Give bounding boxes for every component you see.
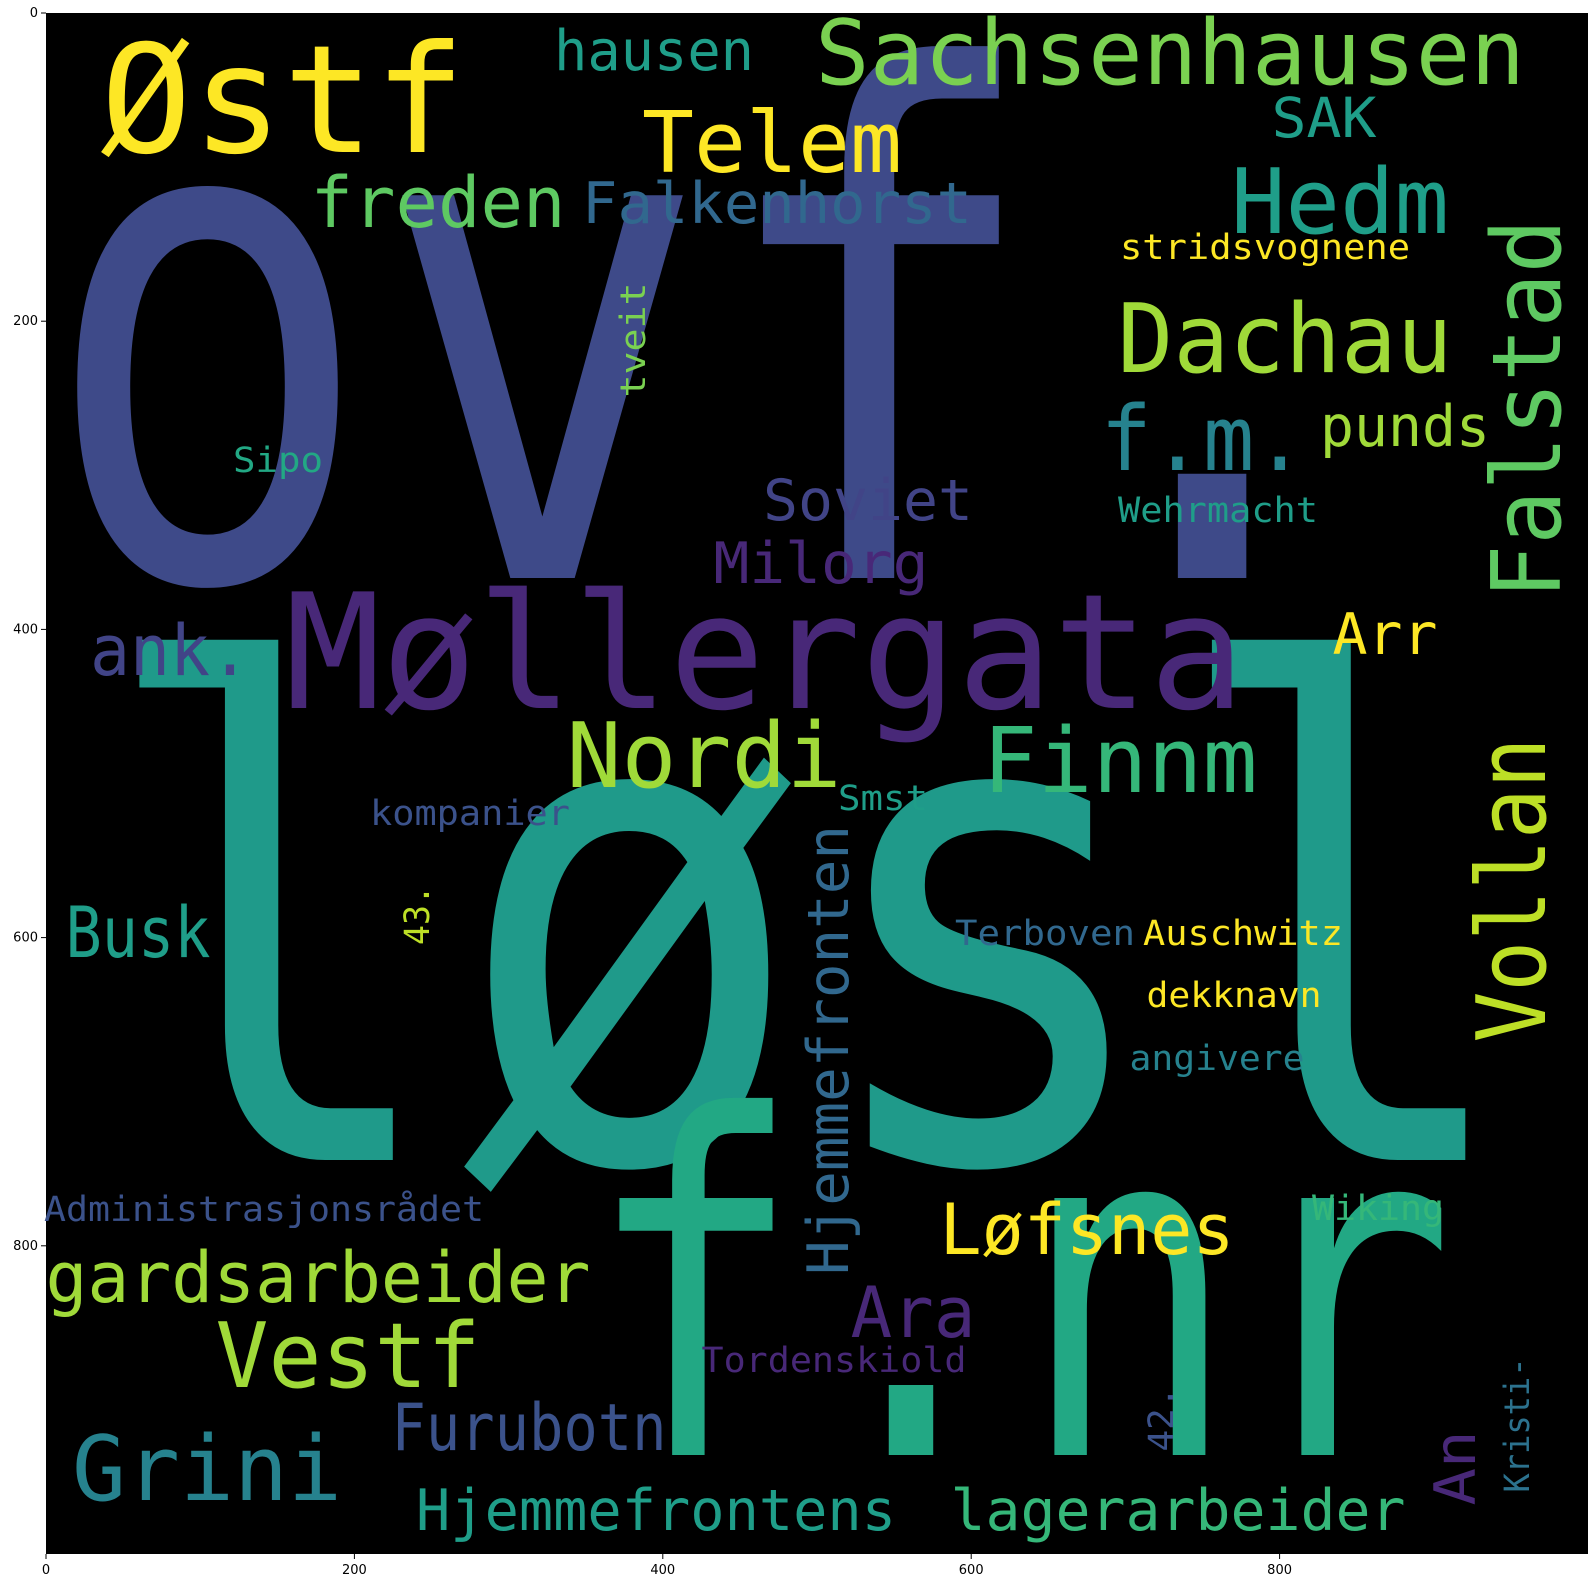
y-axis-tick-label: 400	[13, 622, 38, 637]
wordcloud-word: freden	[311, 162, 566, 244]
y-axis-tick-label: 200	[13, 314, 38, 329]
wordcloud-word: ovf.	[40, 0, 1380, 744]
wordcloud-word: punds	[1320, 394, 1490, 460]
wordcloud-word: stridsvognene	[1120, 228, 1410, 268]
wordcloud-word: Arr	[1333, 602, 1438, 668]
wordcloud-word: Furubotn	[392, 1391, 667, 1466]
wordcloud-word: Finnm	[983, 709, 1258, 814]
x-axis-tick-label: 800	[1267, 1563, 1292, 1578]
wordcloud-word: Hjemmefrontens	[416, 1478, 896, 1544]
wordcloud-word: Møllergata	[285, 559, 1245, 746]
wordcloud-word: Sachsenhausen	[815, 1, 1525, 106]
wordcloud-word: dekknavn	[1147, 976, 1322, 1016]
wordcloud-word: Telem	[642, 94, 902, 193]
wordcloud-background	[47, 14, 1587, 1553]
wordcloud-word: ank.	[90, 610, 250, 692]
wordcloud-word: Østf	[101, 14, 466, 188]
wordcloud-word: Busk	[66, 892, 211, 974]
wordcloud-word: Dachau	[1118, 285, 1453, 395]
wordcloud-word: lagerarbeider	[951, 1478, 1406, 1544]
wordcloud-word: Wehrmacht	[1118, 491, 1318, 531]
wordcloud-word: løsl	[93, 530, 1523, 1321]
wordcloud-word: SAK	[1272, 86, 1377, 150]
wordcloud-word: Hedm	[1231, 150, 1449, 255]
wordcloud-word: Grini	[72, 1417, 342, 1522]
wordcloud-word: Sipo	[233, 441, 323, 481]
wordcloud-word: Terboven	[955, 914, 1135, 954]
wordcloud-word: Falstad	[1473, 219, 1583, 599]
wordcloud-word: f.nr	[585, 1019, 1455, 1566]
wordcloud-word: Auschwitz	[1143, 914, 1343, 954]
wordcloud-word: Ara	[851, 1272, 976, 1354]
wordcloud-word: Administrasjonsrådet	[44, 1189, 484, 1230]
wordcloud-word: 43.	[398, 885, 438, 945]
wordcloud-word: Vollan	[1458, 738, 1568, 1043]
x-axis-tick-label: 400	[650, 1563, 675, 1578]
wordcloud-word: Hjemmefronten	[796, 825, 862, 1275]
wordcloud-word: Wiking	[1312, 1189, 1444, 1229]
x-axis-tick-label: 600	[959, 1563, 984, 1578]
wordcloud-word: gardsarbeider	[46, 1237, 591, 1319]
x-axis-tick-label: 200	[342, 1563, 367, 1578]
wordcloud-word: Milorg	[714, 531, 929, 597]
y-axis-tick-label: 800	[13, 1239, 38, 1254]
y-axis-tick-label: 0	[30, 6, 38, 21]
wordcloud-word: Løfsnes	[940, 1189, 1235, 1271]
wordcloud-word: Nordi	[567, 704, 842, 809]
wordcloud-word: f.m.	[1101, 387, 1306, 492]
x-axis-tick-label: 0	[42, 1563, 50, 1578]
wordcloud-word: Soviet	[763, 468, 973, 534]
wordcloud-word: Kristi-	[1498, 1358, 1538, 1493]
wordcloud-word: An	[1423, 1431, 1489, 1506]
wordcloud-word: 42.	[1142, 1387, 1182, 1452]
wordcloud-word: Vestf	[216, 1304, 481, 1409]
wordcloud-word: tveit	[614, 283, 654, 398]
plot-area	[46, 13, 1588, 1554]
wordcloud-word: hausen	[554, 19, 754, 84]
wordcloud-word: Falkenhorst	[582, 171, 972, 237]
wordcloud-word: Smst	[838, 779, 928, 819]
wordcloud-word: angivere	[1130, 1039, 1305, 1079]
wordcloud-word: kompanier	[370, 794, 570, 834]
y-axis-tick-label: 600	[13, 931, 38, 946]
wordcloud-word: Tordenskiold	[702, 1341, 967, 1381]
